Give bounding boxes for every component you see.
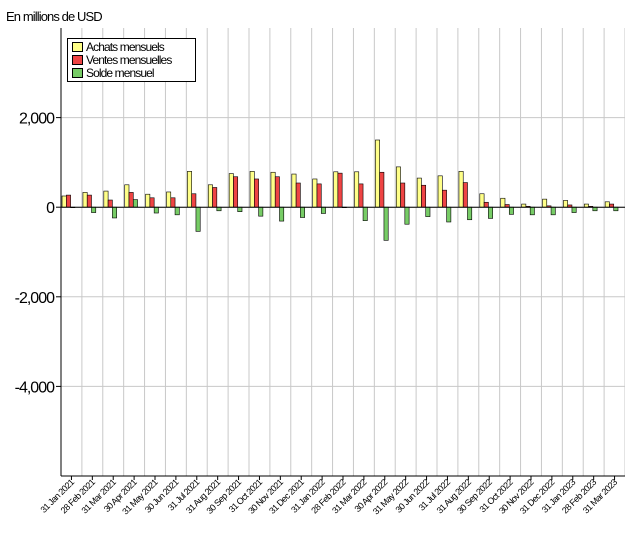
bar-solde [320,206,326,214]
bar-ventes [191,193,197,208]
bar-solde [404,206,410,225]
bar-ventes [421,184,427,208]
bar-solde [508,206,514,215]
bar-solde [362,206,368,221]
bar-ventes [379,171,385,208]
bar-achats [291,173,297,208]
bar-achats [479,193,485,208]
legend-item-solde: Solde mensuel [72,65,192,80]
bar-achats [61,195,67,208]
bar-achats [354,171,360,208]
bar-solde [132,199,138,208]
y-tick-labels: 2,000 0 -2,000 -4,000 [15,111,56,397]
y-tick-label: 0 [46,200,55,217]
bar-solde [571,206,577,213]
bar-solde [237,206,243,212]
bar-solde [467,206,473,221]
legend-label-ventes: Ventes mensuelles [86,52,172,67]
bar-achats [270,171,276,208]
bar-solde [488,206,493,219]
bar-achats [103,190,109,208]
bar-achats [437,175,443,208]
legend-swatch-solde [72,67,83,78]
bar-solde [216,206,222,212]
legend-swatch-ventes [72,54,83,65]
bar-solde [550,206,556,216]
bar-ventes [86,194,92,208]
bar-solde [174,206,180,216]
legend-label-solde: Solde mensuel [86,65,155,80]
bar-achats [333,171,339,208]
bar-ventes [316,183,322,208]
legend-swatch-achats [72,41,83,52]
bar-ventes [254,178,259,208]
bar-ventes [128,192,134,208]
bar-marks [61,139,619,241]
bar-ventes [358,183,364,208]
bar-solde [529,206,535,216]
bar-solde [425,206,431,217]
bar-solde [112,206,117,219]
bar-achats [124,184,130,208]
bar-achats [166,191,172,208]
bar-achats [187,171,192,208]
bar-ventes [149,197,155,208]
bar-solde [279,206,285,222]
y-tick-label: 2,000 [19,111,55,128]
bar-achats [416,177,422,208]
gridlines [61,28,625,476]
bar-ventes [274,176,280,208]
bar-achats [395,166,401,208]
y-tick-label: -2,000 [15,290,55,307]
bar-ventes [170,197,176,208]
bar-ventes [107,199,113,208]
bar-ventes [295,182,301,208]
bar-ventes [337,172,343,208]
bar-solde [91,206,97,213]
bar-solde [153,206,159,214]
bar-solde [258,206,264,217]
bar-achats [145,193,151,208]
unit-label: En millions de USD [6,9,103,24]
bar-solde [613,206,619,212]
bar-ventes [212,187,218,208]
bar-achats [500,197,506,208]
bar-ventes [462,182,468,208]
bar-achats [207,184,213,208]
bar-solde [592,206,598,212]
bar-achats [604,201,610,208]
legend-label-achats: Achats mensuels [86,39,165,54]
bar-ventes [233,176,239,208]
bar-solde [383,206,389,241]
bar-achats [458,171,464,208]
bar-achats [542,198,548,208]
legend: Achats mensuels Ventes mensuelles Solde … [67,38,196,82]
bar-ventes [66,194,71,208]
bar-solde [195,206,201,232]
bar-solde [446,206,452,223]
y-tick-label: -4,000 [15,379,55,396]
bar-achats [82,192,88,208]
bar-achats [375,139,380,208]
bar-solde [300,206,305,218]
legend-item-achats: Achats mensuels [72,39,192,54]
bar-ventes [442,189,447,208]
bar-achats [563,200,568,208]
bar-achats [228,173,234,208]
bar-ventes [483,201,489,208]
bar-ventes [400,182,406,208]
axes [56,28,625,480]
bar-achats [312,178,318,208]
bar-achats [249,171,255,208]
legend-item-ventes: Ventes mensuelles [72,52,192,67]
